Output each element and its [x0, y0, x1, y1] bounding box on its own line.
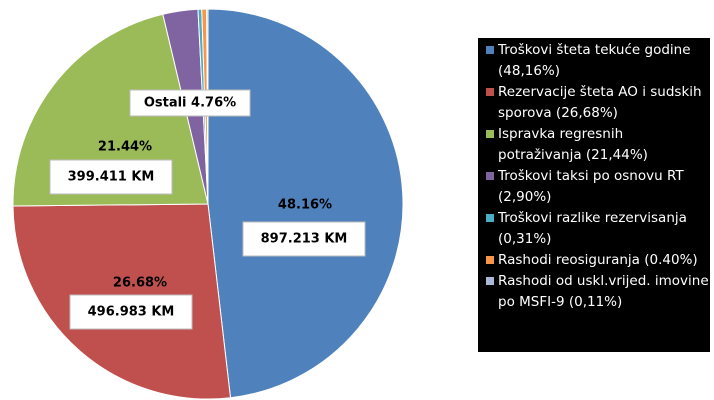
label-box	[242, 221, 366, 257]
pie-slice	[12, 13, 209, 207]
label-box	[49, 159, 173, 195]
legend-swatch	[486, 130, 494, 138]
legend-label: Troškovi razlike rezervisanja (0,31%)	[498, 210, 687, 247]
legend-item: Troškovi taksi po osnovu RT (2,90%)	[484, 166, 710, 208]
legend-item: Troškovi razlike rezervisanja (0,31%)	[484, 208, 710, 250]
legend-label: Troškovi taksi po osnovu RT (2,90%)	[498, 168, 684, 205]
legend-label: Troškovi šteta tekuće godine (48,16%)	[498, 42, 691, 79]
legend-item: Rashodi reosiguranja (0.40%)	[484, 250, 710, 271]
pie-slice	[206, 8, 209, 205]
data-label: 48.16%	[278, 198, 332, 213]
amount-label: 496.983 KM	[88, 305, 175, 320]
legend-item: Rezervacije šteta AO i sudskih sporova (…	[484, 82, 710, 124]
legend-swatch	[486, 277, 494, 285]
legend-label: Ispravka regresnih potraživanja (21,44%)	[498, 126, 648, 163]
chart: 48.16% 897.213 KM 26.68% 496.983 KM 21.44% 39…	[12, 8, 404, 400]
pie-slice	[207, 8, 404, 399]
annotation-box	[129, 89, 251, 117]
legend-swatch	[486, 256, 494, 264]
legend-swatch	[486, 88, 494, 96]
legend-label: Rezervacije šteta AO i sudskih sporova (…	[498, 84, 702, 121]
legend-item: Troškovi šteta tekuće godine (48,16%)	[484, 40, 710, 82]
label-box	[69, 294, 193, 330]
annotation: Ostali 4.76%	[144, 96, 236, 111]
legend-swatch	[486, 46, 494, 54]
legend-swatch	[486, 214, 494, 222]
legend-item: Rashodi od uskl.vrijed. imovine po MSFI-…	[484, 271, 710, 313]
amount-label: 399.411 KM	[68, 170, 155, 185]
legend-swatch	[486, 172, 494, 180]
data-label: 21.44%	[98, 140, 152, 155]
legend-label: Rashodi reosiguranja (0.40%)	[498, 252, 698, 268]
legend-label: Rashodi od uskl.vrijed. imovine po MSFI-…	[498, 273, 709, 310]
legend-item: Ispravka regresnih potraživanja (21,44%)	[484, 124, 710, 166]
amount-label: 897.213 KM	[261, 232, 348, 247]
data-label: 26.68%	[113, 276, 167, 291]
legend: Troškovi šteta tekuće godine (48,16%) Rez…	[478, 38, 710, 352]
